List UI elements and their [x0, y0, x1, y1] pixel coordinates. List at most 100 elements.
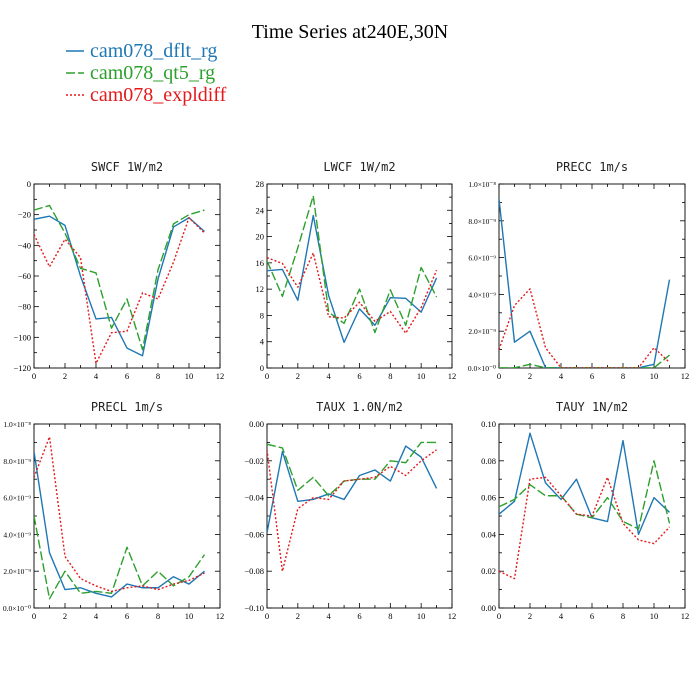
y-tick-label: 2.0×10⁻⁹: [3, 567, 31, 576]
y-tick-label: 8.0×10⁻⁹: [468, 217, 496, 226]
y-tick-label: 0.00: [249, 419, 264, 429]
y-tick-label: −80: [18, 302, 31, 312]
series-group: [34, 204, 205, 365]
x-tick-label: 10: [417, 371, 426, 381]
panel-4: TAUX 1.0N/m2 0 2 4 6 8 10 12 −0.10 −0.08 −0.06 −0.0…: [244, 400, 456, 621]
x-tick-label: 6: [590, 371, 594, 381]
x-tick-label: 12: [681, 371, 690, 381]
y-tick-label: −60: [18, 271, 31, 281]
series-line-cam078_expldiff: [267, 252, 438, 334]
x-tick-label: 2: [296, 611, 300, 621]
series-line-cam078_expldiff: [34, 217, 205, 365]
x-tick-label: 10: [185, 371, 194, 381]
series-line-cam078_dflt_rg: [499, 432, 670, 536]
y-tick-label: 1.0×10⁻⁸: [3, 420, 31, 429]
panel-title: SWCF 1W/m2: [91, 160, 163, 174]
series-group: [499, 432, 671, 580]
y-tick-label: 12: [256, 284, 265, 294]
y-tick-label: 4: [260, 337, 265, 347]
x-tick-label: 4: [559, 611, 564, 621]
series-line-cam078_dflt_rg: [267, 445, 438, 533]
panel-5: TAUY 1N/m2 0 2 4 6 8 10 12 0.00 0.02 0.04 0.06 0.08 0…: [481, 400, 689, 621]
x-tick-label: 2: [63, 371, 67, 381]
x-tick-label: 12: [448, 371, 457, 381]
x-tick-label: 8: [388, 611, 392, 621]
y-tick-label: 8: [260, 310, 264, 320]
x-tick-label: 10: [650, 611, 659, 621]
x-tick-label: 0: [32, 611, 36, 621]
series-group: [34, 436, 206, 600]
x-tick-label: 4: [94, 611, 99, 621]
series-line-cam078_qt5_rg: [499, 354, 670, 368]
y-tick-label: −0.02: [244, 456, 264, 466]
x-tick-label: 10: [185, 611, 194, 621]
series-line-cam078_expldiff: [267, 449, 437, 572]
x-tick-label: 6: [590, 611, 594, 621]
series-group: [267, 441, 438, 572]
x-tick-label: 12: [681, 611, 690, 621]
y-tick-label: 0.04: [481, 529, 497, 539]
y-tick-label: −0.04: [244, 493, 264, 503]
x-tick-label: 2: [63, 611, 67, 621]
x-tick-label: 0: [32, 371, 36, 381]
panel-0: SWCF 1W/m2 0 2 4 6 8 10 12 −120 −100 −80 −60 −40 −20 0: [13, 160, 224, 381]
x-tick-label: 12: [448, 611, 457, 621]
y-tick-label: −0.08: [244, 566, 264, 576]
x-tick-label: 10: [650, 371, 659, 381]
x-tick-label: 4: [327, 371, 332, 381]
y-tick-label: 0.00: [481, 603, 496, 613]
x-tick-label: 12: [216, 371, 225, 381]
y-tick-label: 6.0×10⁻⁹: [468, 254, 496, 263]
legend: cam078_dflt_rgcam078_qt5_rgcam078_expldi…: [66, 40, 227, 106]
y-tick-label: 0.06: [481, 493, 496, 503]
axis-frame: [498, 183, 686, 369]
y-tick-label: −120: [13, 363, 31, 373]
y-tick-label: 28: [256, 179, 265, 189]
series-line-cam078_expldiff: [499, 476, 671, 580]
axis-frame: [266, 183, 453, 369]
y-tick-label: −100: [13, 332, 31, 342]
panel-3: PRECL 1m/s 0 2 4 6 8 10 12 0.0×10⁻⁰ 2.0×10⁻⁹ 4.0×1…: [3, 400, 224, 621]
panel-title: PRECC 1m/s: [556, 160, 628, 174]
series-line-cam078_qt5_rg: [267, 195, 438, 334]
y-tick-label: 24: [256, 205, 265, 215]
y-tick-label: 0.02: [481, 566, 496, 576]
axis-frame: [33, 423, 221, 609]
x-tick-label: 6: [357, 611, 361, 621]
series-line-cam078_qt5_rg: [34, 515, 206, 600]
panels: SWCF 1W/m20 2 4 6 8 10 12−120−100−80−60−40−200…: [3, 160, 689, 621]
panel-2: PRECC 1m/s 0 2 4 6 8 10 12 0.0×10⁻⁰ 2.0×10⁻⁹ 4.0×1…: [468, 160, 689, 381]
x-tick-label: 8: [388, 371, 392, 381]
x-tick-label: 4: [94, 371, 99, 381]
x-tick-label: 2: [528, 371, 532, 381]
y-tick-label: 8.0×10⁻⁹: [3, 457, 31, 466]
x-tick-label: 8: [621, 611, 625, 621]
x-tick-label: 0: [265, 611, 269, 621]
x-tick-label: 0: [265, 371, 269, 381]
y-tick-label: 0.10: [481, 419, 496, 429]
y-tick-label: −0.06: [244, 529, 264, 539]
axis-frame: [33, 183, 221, 369]
series-group: [499, 198, 671, 368]
x-tick-label: 2: [528, 611, 532, 621]
panel-title: TAUX 1.0N/m2: [316, 400, 403, 414]
x-tick-label: 6: [125, 611, 129, 621]
y-tick-label: 4.0×10⁻⁹: [468, 290, 496, 299]
y-tick-label: 0: [27, 179, 31, 189]
x-tick-label: 10: [417, 611, 426, 621]
panel-title: PRECL 1m/s: [91, 400, 163, 414]
y-tick-label: 2.0×10⁻⁹: [468, 327, 496, 336]
series-group: [267, 195, 438, 344]
series-line-cam078_qt5_rg: [34, 204, 205, 351]
y-tick-label: 20: [256, 232, 265, 242]
x-tick-label: 0: [497, 611, 501, 621]
y-tick-label: −20: [18, 210, 31, 220]
y-tick-label: 6.0×10⁻⁹: [3, 494, 31, 503]
series-line-cam078_qt5_rg: [499, 460, 671, 530]
x-tick-label: 4: [559, 371, 564, 381]
legend-label-cam078_qt5_rg: cam078_qt5_rg: [90, 62, 215, 84]
x-tick-label: 6: [125, 371, 129, 381]
x-tick-label: 8: [156, 371, 160, 381]
